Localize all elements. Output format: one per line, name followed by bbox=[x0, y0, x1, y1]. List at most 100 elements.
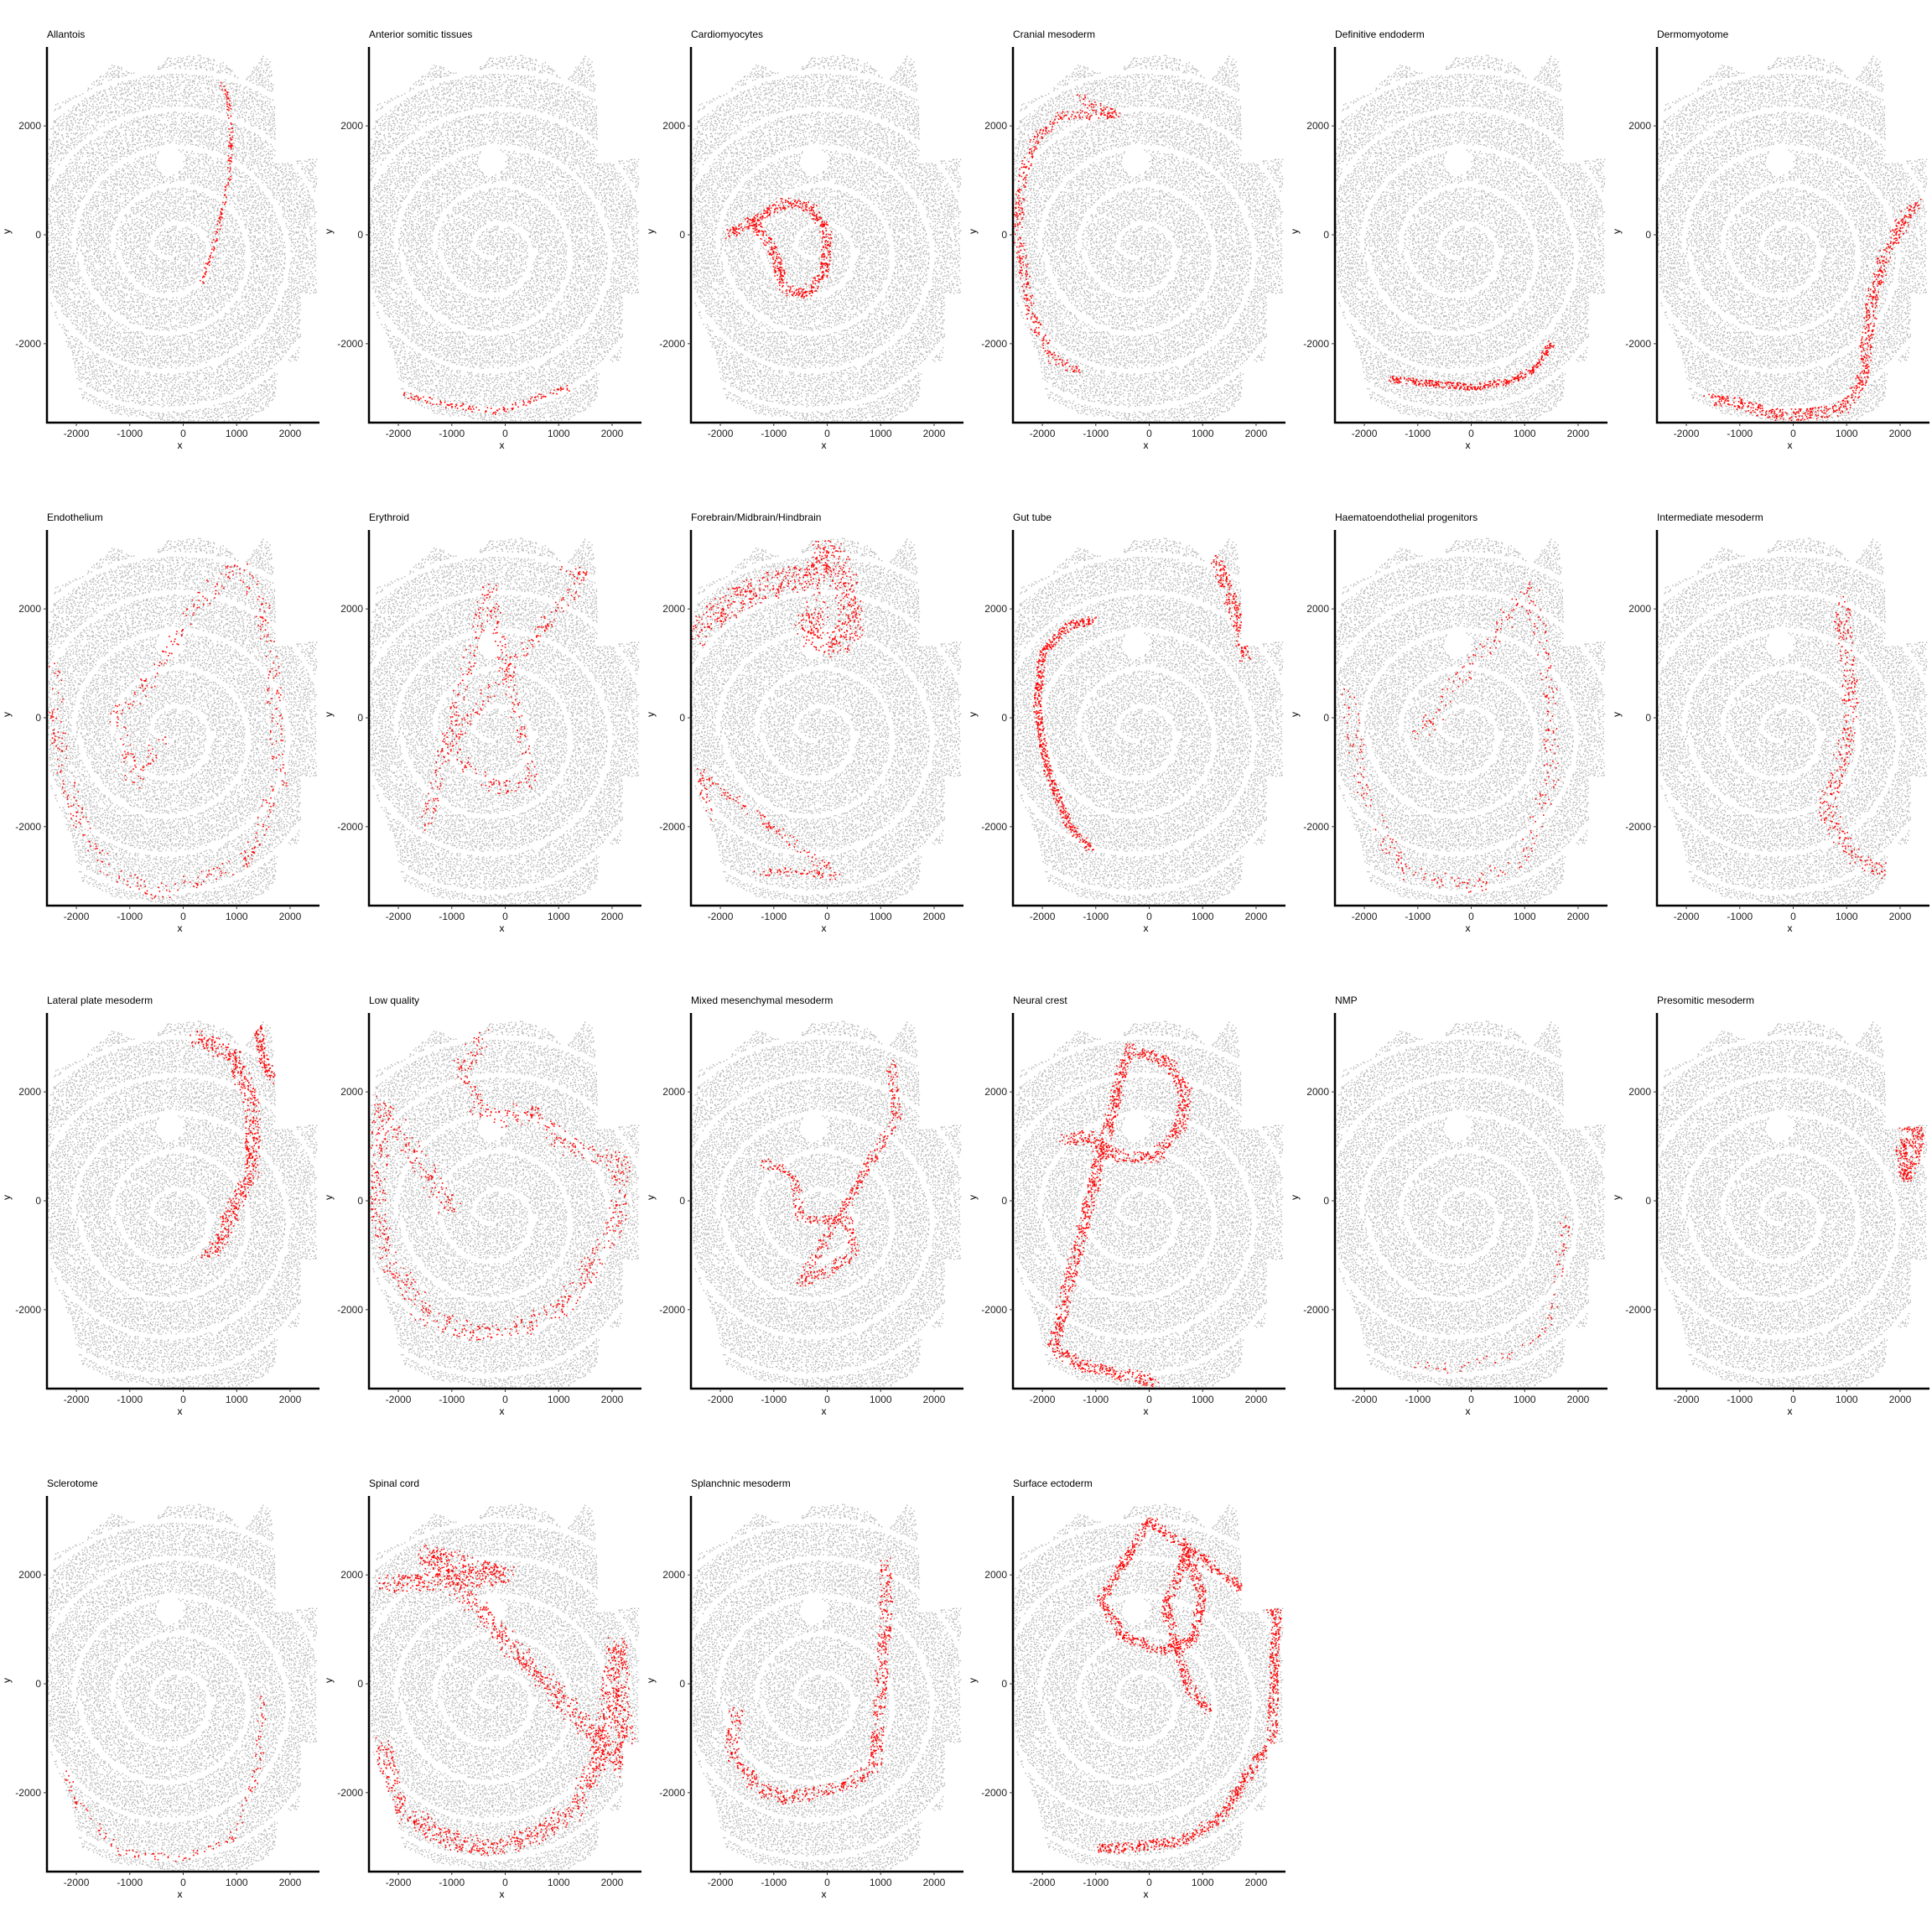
cell-point bbox=[124, 357, 125, 358]
cell-point bbox=[155, 339, 156, 340]
cell-point bbox=[231, 277, 232, 278]
cell-point bbox=[296, 299, 297, 300]
cell-point bbox=[145, 309, 146, 310]
cell-point bbox=[132, 288, 133, 289]
cell-point bbox=[276, 260, 277, 261]
cell-point bbox=[275, 293, 276, 294]
cell-point bbox=[293, 319, 294, 320]
cell-point bbox=[267, 390, 268, 391]
cell-point bbox=[275, 288, 276, 289]
cell-point bbox=[119, 302, 120, 303]
cell-point bbox=[209, 306, 210, 307]
cell-point bbox=[196, 318, 197, 319]
cell-point bbox=[210, 292, 211, 293]
cell-point bbox=[249, 366, 250, 367]
cell-point bbox=[97, 288, 98, 289]
cell-point bbox=[70, 274, 71, 275]
cell-point bbox=[253, 269, 254, 270]
cell-point bbox=[223, 389, 224, 390]
cell-point bbox=[107, 268, 108, 269]
cell-point bbox=[167, 277, 168, 278]
cell-point bbox=[89, 338, 90, 339]
cell-point bbox=[196, 417, 197, 418]
cell-point bbox=[166, 299, 167, 300]
cell-point bbox=[164, 253, 165, 254]
cell-point bbox=[223, 274, 224, 275]
cell-point bbox=[257, 258, 258, 259]
cell-point bbox=[224, 392, 225, 393]
cell-point bbox=[67, 338, 68, 339]
cell-point bbox=[196, 334, 197, 335]
cell-point bbox=[137, 388, 138, 389]
cell-point bbox=[121, 414, 122, 415]
cell-point bbox=[139, 258, 140, 259]
cell-point bbox=[281, 358, 282, 359]
cell-point bbox=[119, 350, 120, 351]
cell-point bbox=[289, 270, 290, 271]
cell-point bbox=[123, 377, 124, 378]
cell-point bbox=[164, 285, 165, 286]
cell-point bbox=[188, 415, 189, 416]
cell-point bbox=[114, 374, 115, 375]
cell-point bbox=[266, 395, 267, 396]
cell-point bbox=[288, 273, 289, 274]
cell-point bbox=[246, 306, 247, 307]
cell-point bbox=[219, 294, 220, 295]
cell-point bbox=[148, 274, 149, 275]
cell-point bbox=[67, 296, 68, 297]
cell-point bbox=[136, 394, 137, 395]
cell-point bbox=[287, 341, 288, 342]
cell-point bbox=[209, 349, 210, 350]
cell-point bbox=[217, 310, 218, 311]
cell-point bbox=[120, 333, 121, 334]
cell-point bbox=[75, 355, 76, 356]
cell-point bbox=[220, 290, 221, 291]
cell-point bbox=[299, 251, 300, 252]
cell-point bbox=[284, 294, 285, 295]
cell-point bbox=[289, 331, 290, 332]
cell-point bbox=[248, 314, 249, 315]
cell-point bbox=[238, 360, 239, 361]
cell-point bbox=[139, 383, 140, 384]
cell-point bbox=[88, 307, 89, 308]
cell-point bbox=[224, 273, 225, 274]
cell-point bbox=[167, 351, 168, 352]
cell-point bbox=[158, 413, 159, 414]
cell-point bbox=[300, 289, 301, 290]
cell-point bbox=[152, 325, 153, 326]
cell-point bbox=[63, 273, 64, 274]
cell-point bbox=[50, 303, 51, 304]
cell-point bbox=[263, 304, 264, 305]
cell-point bbox=[156, 376, 157, 377]
cell-point bbox=[129, 283, 130, 284]
cell-point bbox=[140, 388, 141, 389]
cell-point bbox=[128, 374, 129, 375]
cell-point bbox=[161, 252, 162, 253]
cell-point bbox=[274, 316, 275, 317]
cell-point bbox=[117, 290, 118, 291]
cell-point bbox=[161, 398, 162, 399]
cell-point bbox=[204, 399, 205, 400]
cell-point bbox=[84, 394, 85, 395]
cell-point bbox=[124, 392, 125, 393]
cell-point bbox=[108, 305, 109, 306]
cell-point bbox=[93, 274, 94, 275]
cell-point bbox=[149, 398, 150, 399]
cell-point bbox=[314, 266, 315, 267]
cell-point bbox=[187, 336, 188, 337]
cell-point bbox=[257, 352, 258, 353]
cell-point bbox=[130, 370, 131, 371]
cell-point bbox=[76, 378, 77, 379]
cell-point bbox=[182, 418, 183, 419]
cell-point bbox=[111, 343, 112, 344]
cell-point bbox=[100, 284, 101, 285]
cell-point bbox=[85, 259, 86, 260]
cell-point bbox=[105, 331, 106, 332]
cell-point bbox=[193, 278, 194, 279]
cell-point bbox=[262, 307, 263, 308]
cell-point bbox=[254, 280, 255, 281]
cell-point bbox=[140, 297, 141, 298]
cell-point bbox=[292, 310, 293, 311]
cell-point bbox=[74, 301, 75, 302]
cell-point bbox=[229, 372, 230, 373]
